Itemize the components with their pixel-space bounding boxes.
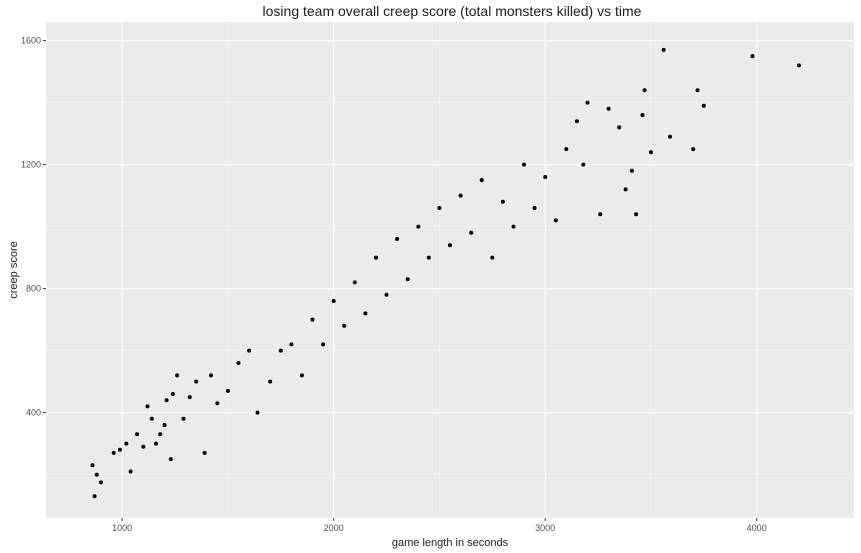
- x-tick-label: 2000: [324, 523, 344, 533]
- minor-gridlines: [46, 22, 854, 518]
- data-point: [90, 463, 95, 468]
- data-point: [124, 441, 129, 446]
- data-point: [750, 54, 755, 59]
- data-point: [585, 100, 590, 105]
- data-point: [374, 255, 378, 260]
- x-axis-title: game length in seconds: [392, 537, 509, 549]
- data-point: [310, 317, 315, 322]
- data-point: [118, 447, 122, 452]
- chart-title: losing team overall creep score (total m…: [263, 3, 642, 19]
- data-point: [490, 255, 495, 260]
- data-point: [640, 113, 645, 117]
- data-point: [94, 472, 99, 477]
- data-point: [543, 175, 548, 179]
- data-point: [416, 224, 421, 229]
- data-point: [598, 212, 603, 217]
- data-point: [342, 323, 347, 328]
- data-point: [695, 88, 700, 93]
- data-point: [701, 103, 706, 108]
- data-points: [90, 47, 801, 499]
- data-point: [479, 178, 484, 183]
- y-axis-ticks: 400 800 1200 1600: [21, 36, 46, 418]
- data-point: [278, 348, 283, 353]
- data-point: [154, 441, 158, 446]
- data-point: [135, 432, 139, 437]
- data-point: [661, 47, 666, 52]
- data-point: [331, 299, 336, 303]
- data-point: [352, 280, 357, 285]
- data-point: [158, 432, 163, 437]
- data-point: [99, 480, 103, 485]
- data-point: [363, 311, 368, 316]
- data-point: [617, 125, 622, 130]
- data-point: [128, 469, 133, 474]
- data-point: [209, 373, 213, 378]
- data-point: [634, 212, 639, 217]
- data-point: [215, 401, 220, 406]
- y-axis-title: creep score: [8, 241, 20, 298]
- y-tick-label: 1200: [21, 160, 41, 170]
- data-point: [168, 457, 173, 462]
- data-point: [629, 168, 634, 173]
- data-point: [289, 342, 294, 347]
- data-point: [691, 147, 696, 152]
- data-point: [225, 388, 230, 393]
- data-point: [170, 392, 175, 396]
- data-point: [581, 162, 586, 167]
- data-point: [648, 150, 653, 155]
- data-point: [668, 134, 672, 139]
- major-gridlines: [46, 22, 854, 518]
- data-point: [511, 224, 516, 229]
- x-axis-ticks: 1000 2000 3000 4000: [112, 518, 767, 533]
- data-point: [500, 199, 505, 204]
- data-point: [141, 444, 146, 449]
- data-point: [522, 162, 526, 167]
- x-tick-label: 1000: [112, 523, 132, 533]
- data-point: [111, 450, 116, 455]
- data-point: [236, 361, 241, 365]
- data-point: [247, 348, 252, 353]
- data-point: [574, 119, 579, 124]
- data-point: [268, 379, 273, 384]
- data-point: [187, 395, 192, 400]
- data-point: [395, 237, 400, 241]
- data-point: [437, 206, 442, 210]
- data-point: [532, 206, 537, 210]
- data-point: [458, 193, 463, 198]
- data-point: [405, 277, 410, 282]
- data-point: [642, 88, 647, 93]
- data-point: [448, 243, 452, 248]
- data-point: [299, 373, 304, 378]
- y-tick-label: 800: [26, 284, 41, 294]
- data-point: [384, 292, 389, 297]
- plot-panel: [46, 22, 854, 518]
- y-tick-label: 1600: [21, 36, 41, 46]
- data-point: [175, 373, 180, 378]
- data-point: [162, 423, 167, 427]
- data-point: [469, 230, 474, 235]
- data-point: [606, 106, 611, 111]
- x-tick-label: 3000: [535, 523, 555, 533]
- data-point: [194, 379, 199, 384]
- data-point: [145, 404, 150, 409]
- data-point: [564, 147, 569, 152]
- data-point: [553, 218, 558, 223]
- data-point: [426, 255, 431, 260]
- data-point: [797, 63, 801, 68]
- data-point: [255, 410, 260, 415]
- data-point: [181, 416, 186, 421]
- data-point: [164, 398, 169, 403]
- data-point: [321, 342, 326, 347]
- x-tick-label: 4000: [747, 523, 767, 533]
- data-point: [92, 494, 97, 499]
- y-tick-label: 400: [26, 408, 41, 418]
- data-point: [623, 187, 628, 192]
- data-point: [202, 450, 207, 455]
- data-point: [149, 416, 154, 421]
